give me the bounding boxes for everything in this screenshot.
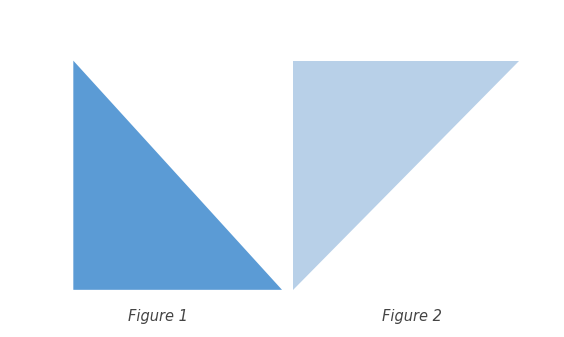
Text: Figure 1: Figure 1 [128, 308, 188, 324]
Polygon shape [293, 61, 519, 290]
Polygon shape [73, 61, 282, 290]
Text: Figure 2: Figure 2 [382, 308, 442, 324]
